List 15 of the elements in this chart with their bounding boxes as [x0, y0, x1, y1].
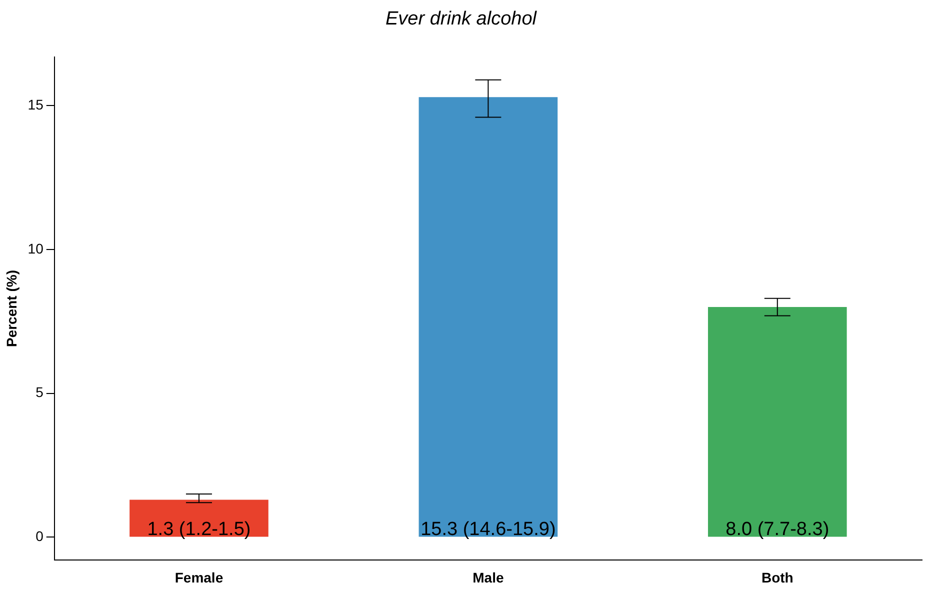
y-tick-label: 5: [36, 384, 44, 400]
chart-title: Ever drink alcohol: [385, 8, 538, 30]
bar: [708, 307, 847, 537]
x-tick-label: Female: [174, 569, 224, 586]
bar: [130, 500, 268, 537]
x-tick-label: Both: [761, 569, 794, 586]
data-label: 1.3 (1.2-1.5): [147, 518, 251, 540]
bar: [418, 97, 558, 537]
y-tick-label: 0: [36, 528, 44, 544]
data-label: 8.0 (7.7-8.3): [726, 518, 830, 540]
y-axis-title: Percent (%): [3, 270, 20, 348]
y-tick-label: 15: [28, 96, 44, 113]
x-tick-label: Male: [472, 569, 504, 586]
y-tick-label: 10: [28, 240, 44, 256]
data-label: 15.3 (14.6-15.9): [420, 518, 556, 540]
